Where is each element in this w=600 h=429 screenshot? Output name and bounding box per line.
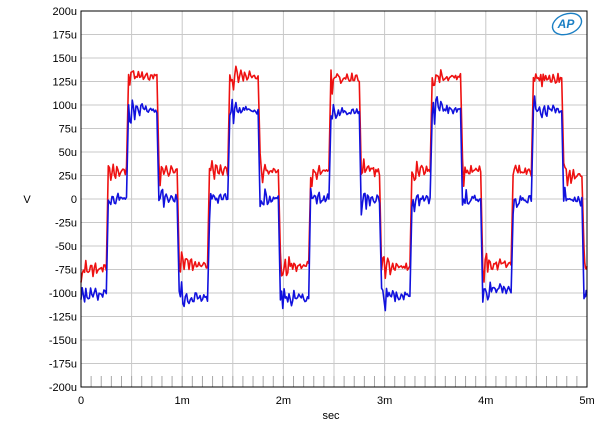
y-tick-label: -50u bbox=[55, 241, 77, 253]
x-axis-title: sec bbox=[322, 410, 340, 422]
x-tick-label: 5m bbox=[579, 395, 594, 407]
series-lines bbox=[80, 65, 588, 312]
y-tick-label: -150u bbox=[49, 335, 77, 347]
y-tick-label: -200u bbox=[49, 382, 77, 394]
y-tick-label: 100u bbox=[53, 100, 77, 112]
minor-x-ticks bbox=[80, 376, 588, 387]
y-tick-label: 200u bbox=[53, 6, 77, 18]
series-line-red bbox=[80, 65, 588, 283]
y-tick-label: 125u bbox=[53, 77, 77, 89]
x-tick-label: 0 bbox=[78, 395, 84, 407]
y-tick-label: -175u bbox=[49, 359, 77, 371]
y-tick-label: 150u bbox=[53, 53, 77, 65]
y-tick-label: 75u bbox=[59, 124, 77, 136]
ap-logo-icon: AP bbox=[551, 12, 583, 36]
x-tick-label: 3m bbox=[377, 395, 392, 407]
y-axis-title: V bbox=[23, 194, 31, 206]
y-tick-label: 25u bbox=[59, 171, 77, 183]
y-tick-label: -75u bbox=[55, 265, 77, 277]
x-tick-label: 2m bbox=[276, 395, 291, 407]
y-tick-labels: 200u 175u 150u 125u 100u 75u 50u 25u 0 -25u -50u -7… bbox=[49, 6, 77, 394]
y-tick-label: -25u bbox=[55, 218, 77, 230]
series-line-blue bbox=[80, 95, 588, 312]
x-tick-label: 4m bbox=[478, 395, 493, 407]
y-tick-label: -125u bbox=[49, 312, 77, 324]
y-tick-label: -100u bbox=[49, 288, 77, 300]
x-tick-labels: 0 1m 2m 3m 4m 5m bbox=[78, 395, 595, 407]
svg-text:AP: AP bbox=[557, 17, 576, 31]
y-tick-label: 0 bbox=[71, 194, 77, 206]
y-tick-label: 50u bbox=[59, 147, 77, 159]
x-tick-label: 1m bbox=[175, 395, 190, 407]
plot-border bbox=[80, 10, 588, 388]
y-tick-label: 175u bbox=[53, 30, 77, 42]
